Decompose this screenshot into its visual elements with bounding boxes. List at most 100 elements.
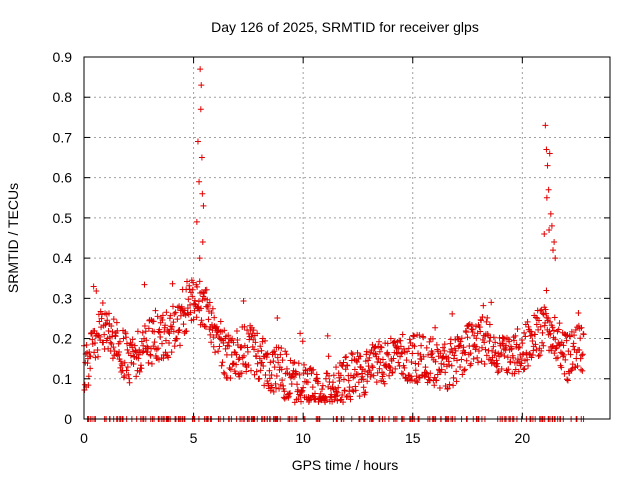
data-point	[528, 328, 535, 335]
data-point	[222, 345, 229, 352]
data-point	[546, 318, 553, 325]
data-point	[123, 367, 130, 374]
data-point	[238, 370, 245, 377]
data-point	[251, 371, 258, 378]
data-point	[184, 278, 191, 285]
data-point	[378, 344, 385, 351]
data-point	[190, 279, 197, 286]
data-point	[360, 376, 367, 383]
data-point	[532, 331, 539, 338]
data-point	[242, 361, 249, 368]
data-point	[296, 391, 303, 398]
data-point	[507, 358, 514, 365]
data-point	[568, 328, 575, 335]
data-point	[524, 356, 531, 363]
data-point	[134, 328, 141, 335]
data-point	[163, 309, 170, 316]
data-point	[481, 339, 488, 346]
data-point	[270, 358, 277, 365]
data-point	[120, 335, 127, 342]
data-point	[448, 362, 455, 369]
data-point	[389, 369, 396, 376]
data-point	[296, 371, 303, 378]
data-point	[543, 146, 550, 153]
data-point	[379, 356, 386, 363]
data-point	[463, 357, 470, 364]
data-point	[451, 352, 458, 359]
data-point	[555, 326, 562, 333]
data-point	[453, 368, 460, 375]
data-point	[357, 353, 364, 360]
data-point	[255, 348, 262, 355]
data-point	[117, 358, 124, 365]
data-point	[256, 375, 263, 382]
data-point	[174, 316, 181, 323]
data-point	[200, 202, 207, 209]
data-point	[279, 357, 286, 364]
data-point	[105, 310, 112, 317]
data-point	[481, 361, 488, 368]
data-point	[397, 337, 404, 344]
data-point	[397, 353, 404, 360]
data-point	[197, 66, 204, 73]
data-point	[216, 343, 223, 350]
data-point	[98, 324, 105, 331]
data-point	[189, 293, 196, 300]
data-point	[570, 340, 577, 347]
x-tick-label: 20	[515, 430, 531, 446]
data-point	[479, 313, 486, 320]
y-tick-label: 0.4	[53, 250, 73, 266]
data-point	[552, 255, 559, 262]
data-point	[287, 390, 294, 397]
data-point	[193, 314, 200, 321]
data-point	[210, 343, 217, 350]
data-point	[212, 349, 219, 356]
data-point	[91, 340, 98, 347]
data-point	[334, 389, 341, 396]
data-point	[141, 322, 148, 329]
data-point	[540, 342, 547, 349]
data-point	[425, 376, 432, 383]
y-tick-label: 0.2	[53, 331, 73, 347]
data-point	[253, 353, 260, 360]
data-point	[484, 314, 491, 321]
data-point	[512, 332, 519, 339]
data-point	[511, 337, 518, 344]
data-point	[174, 304, 181, 311]
data-point	[215, 348, 222, 355]
y-axis-label: SRMTID / TECUs	[5, 183, 21, 293]
data-point	[136, 346, 143, 353]
data-point	[489, 347, 496, 354]
data-point	[293, 370, 300, 377]
data-point	[486, 338, 493, 345]
data-point	[366, 354, 373, 361]
data-point	[166, 340, 173, 347]
data-point	[151, 339, 158, 346]
data-point	[548, 347, 555, 354]
data-point	[370, 372, 377, 379]
data-point	[433, 377, 440, 384]
data-point	[381, 380, 388, 387]
data-point	[168, 349, 175, 356]
data-point	[578, 366, 585, 373]
data-point	[278, 345, 285, 352]
data-point	[371, 344, 378, 351]
data-point	[354, 359, 361, 366]
data-point	[535, 352, 542, 359]
data-point	[538, 347, 545, 354]
data-point	[268, 371, 275, 378]
data-point	[315, 380, 322, 387]
data-point	[119, 362, 126, 369]
data-point	[446, 361, 453, 368]
data-point	[99, 300, 106, 307]
data-point	[171, 343, 178, 350]
data-point	[210, 334, 217, 341]
data-point	[286, 390, 293, 397]
data-point	[195, 304, 202, 311]
data-point	[310, 366, 317, 373]
data-point	[271, 364, 278, 371]
data-point	[385, 351, 392, 358]
data-point	[560, 342, 567, 349]
data-point	[355, 379, 362, 386]
data-point	[420, 353, 427, 360]
